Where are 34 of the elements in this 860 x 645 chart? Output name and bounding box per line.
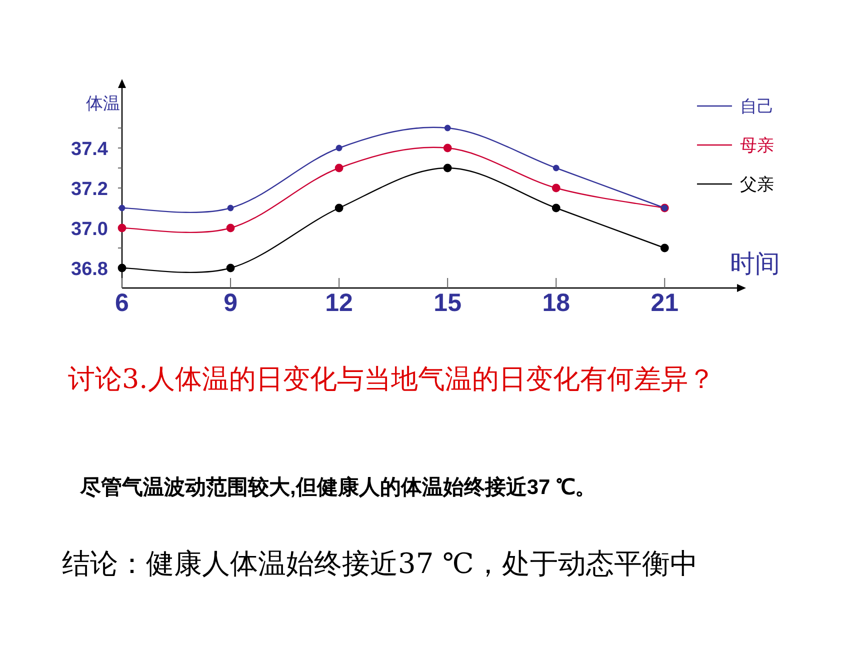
point <box>552 184 560 192</box>
point <box>443 144 452 152</box>
point <box>118 224 126 232</box>
point <box>227 204 234 212</box>
point <box>552 164 560 172</box>
point <box>443 164 452 172</box>
text: 结论：健康人体温始终接近37 ℃，处于动态平衡中 <box>62 546 699 582</box>
y-tick-label: 37.4 <box>71 139 108 160</box>
legend-label: 母亲 <box>740 136 774 155</box>
point <box>552 204 560 212</box>
y-tick-label: 37.0 <box>71 219 108 240</box>
point <box>334 204 344 212</box>
x-tick-label: 6 <box>115 289 129 317</box>
x-tick-label: 21 <box>650 289 679 317</box>
x-tick-label: 15 <box>434 289 462 317</box>
point <box>118 204 126 212</box>
y-tick-label: 36.8 <box>71 259 108 280</box>
text: 讨论3.人体温的日变化与当地气温的日变化有何差异？ <box>68 363 716 397</box>
y-tick-label: 37.2 <box>71 179 108 200</box>
legend-label: 父亲 <box>740 175 774 194</box>
y-axis-title: 体温 <box>86 94 120 113</box>
point <box>118 264 126 272</box>
x-axis-title: 时间 <box>730 250 780 278</box>
x-tick-label: 12 <box>325 289 353 317</box>
x-tick-label: 18 <box>542 289 570 317</box>
point <box>334 164 344 172</box>
point <box>226 264 235 272</box>
text: 尽管气温波动范围较大,但健康人的体温始终接近37 ℃。 <box>80 474 598 501</box>
point <box>336 144 342 152</box>
x-tick-label: 9 <box>224 289 238 317</box>
point <box>444 124 451 132</box>
legend-label: 自己 <box>740 97 774 116</box>
point <box>226 224 235 232</box>
point <box>660 244 669 252</box>
